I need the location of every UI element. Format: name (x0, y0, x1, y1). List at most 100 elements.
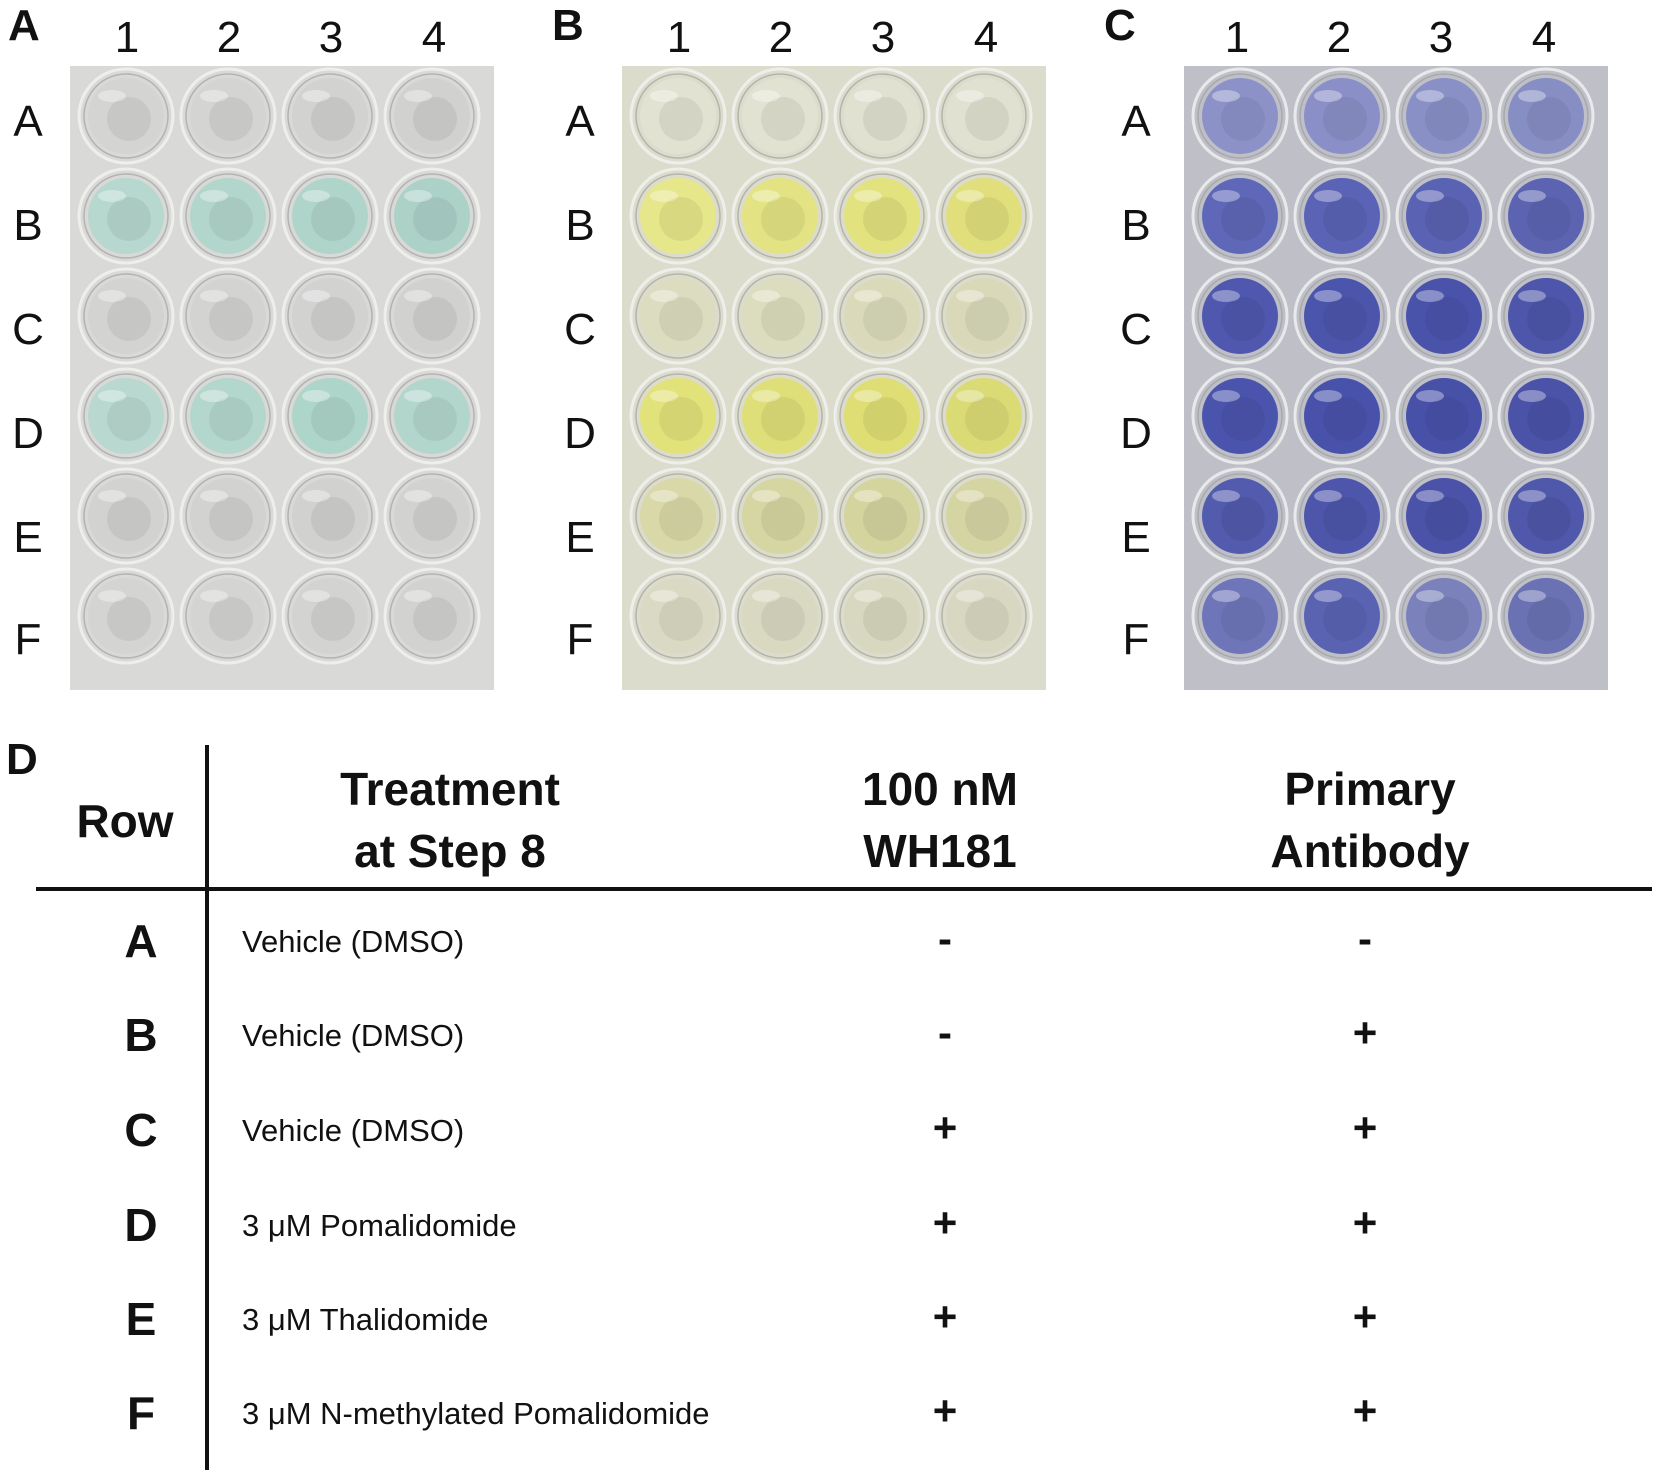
wh181-cell: + (932, 1387, 958, 1434)
column-label: 2 (216, 13, 242, 62)
well (629, 267, 727, 365)
row-label: E (565, 513, 595, 562)
well (731, 267, 829, 365)
treatment-cell: Vehicle (DMSO) (242, 1113, 465, 1148)
column-label: 1 (666, 13, 692, 62)
well (1497, 567, 1595, 665)
header-antibody-line2: Antibody (1270, 825, 1470, 877)
well (1293, 467, 1391, 565)
well (179, 167, 277, 265)
column-label: 4 (973, 13, 999, 62)
treatment-cell: Vehicle (DMSO) (242, 1018, 465, 1053)
row-label: C (1120, 305, 1152, 354)
well (935, 467, 1033, 565)
well (1293, 267, 1391, 365)
plate-graphic (1184, 66, 1608, 690)
antibody-cell: + (1352, 1293, 1378, 1340)
well (1293, 67, 1391, 165)
well (833, 267, 931, 365)
well (281, 367, 379, 465)
row-id: F (126, 1387, 156, 1439)
well (1395, 567, 1493, 665)
column-label: 1 (114, 13, 140, 62)
header-treatment-line1: Treatment (340, 763, 560, 815)
row-label: B (13, 201, 43, 250)
well-plate-photo (1184, 66, 1608, 690)
wh181-cell: + (932, 1293, 958, 1340)
well (731, 67, 829, 165)
well (1191, 67, 1289, 165)
antibody-cell: + (1352, 1387, 1378, 1434)
row-label: F (566, 615, 594, 664)
well (281, 267, 379, 365)
well (731, 467, 829, 565)
header-wh181-line2: WH181 (863, 825, 1017, 877)
row-id: D (124, 1199, 158, 1251)
header-antibody: Primary Antibody (1220, 758, 1520, 882)
well (383, 567, 481, 665)
well (1293, 367, 1391, 465)
row-label: F (1122, 615, 1150, 664)
treatment-cell: 3 μM Thalidomide (242, 1302, 489, 1337)
row-id: B (124, 1009, 158, 1061)
wh181-cell: - (938, 915, 952, 962)
table-header-rule (36, 887, 1652, 891)
column-label: 4 (421, 13, 447, 62)
well (1497, 367, 1595, 465)
row-id: C (124, 1104, 158, 1156)
column-label: 3 (1428, 13, 1454, 62)
row-label: A (13, 97, 43, 146)
plate-graphic (70, 66, 494, 690)
well (833, 167, 931, 265)
row-label: D (1120, 409, 1152, 458)
antibody-cell: + (1352, 1009, 1378, 1056)
panel-label-b: B (552, 1, 584, 50)
well (833, 67, 931, 165)
header-treatment: Treatment at Step 8 (240, 758, 660, 882)
well (1497, 267, 1595, 365)
table-vertical-rule (205, 745, 209, 1470)
well (935, 567, 1033, 665)
row-label: F (14, 615, 42, 664)
well (629, 367, 727, 465)
header-wh181-line1: 100 nM (862, 763, 1018, 815)
column-label: 4 (1531, 13, 1557, 62)
well (935, 267, 1033, 365)
antibody-cell: + (1352, 1199, 1378, 1246)
well (179, 467, 277, 565)
well (1191, 267, 1289, 365)
row-label: D (12, 409, 44, 458)
well (281, 467, 379, 565)
well (731, 567, 829, 665)
row-label: B (1121, 201, 1151, 250)
well (383, 367, 481, 465)
well (281, 167, 379, 265)
well (1395, 167, 1493, 265)
well (281, 67, 379, 165)
well (1191, 367, 1289, 465)
well (179, 267, 277, 365)
panel-label-c: C (1104, 1, 1136, 50)
row-label: C (564, 305, 596, 354)
row-id: A (124, 915, 158, 967)
header-wh181: 100 nM WH181 (790, 758, 1090, 882)
well (629, 567, 727, 665)
well (629, 167, 727, 265)
treatment-cell: Vehicle (DMSO) (242, 924, 465, 959)
well (833, 567, 931, 665)
well (179, 367, 277, 465)
row-label: D (564, 409, 596, 458)
well (629, 67, 727, 165)
plate-graphic (622, 66, 1046, 690)
well (77, 367, 175, 465)
row-label: A (565, 97, 595, 146)
well (629, 467, 727, 565)
well (1395, 67, 1493, 165)
well (383, 167, 481, 265)
well (1497, 167, 1595, 265)
well (1191, 567, 1289, 665)
well (281, 567, 379, 665)
well-plate-photo (70, 66, 494, 690)
wh181-cell: + (932, 1199, 958, 1246)
antibody-cell: + (1352, 1104, 1378, 1151)
